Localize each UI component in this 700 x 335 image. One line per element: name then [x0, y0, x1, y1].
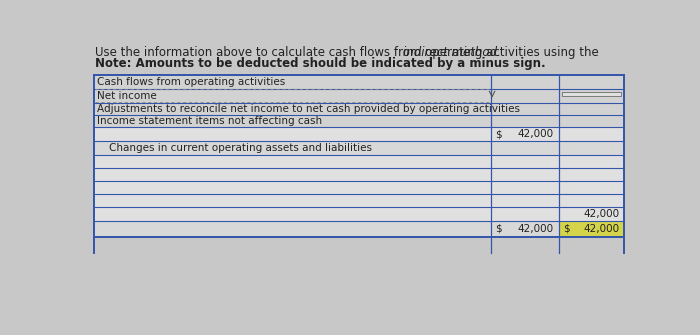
- Bar: [94, 127, 624, 141]
- Text: 42,000: 42,000: [518, 224, 554, 234]
- Text: 42,000: 42,000: [583, 224, 619, 234]
- Bar: [94, 155, 624, 168]
- Text: $: $: [495, 224, 502, 234]
- Bar: [94, 168, 624, 181]
- Text: $: $: [564, 224, 570, 234]
- Bar: [94, 207, 624, 221]
- Text: 42,000: 42,000: [583, 209, 619, 219]
- Text: Note: Amounts to be deducted should be indicated by a minus sign.: Note: Amounts to be deducted should be i…: [95, 57, 546, 70]
- Bar: [94, 103, 624, 115]
- Text: Adjustments to reconcile net income to net cash provided by operating activities: Adjustments to reconcile net income to n…: [97, 104, 520, 114]
- Bar: [94, 194, 624, 207]
- Bar: [94, 75, 624, 89]
- Bar: [94, 141, 624, 155]
- Text: Cash flows from operating activities: Cash flows from operating activities: [97, 77, 285, 87]
- Bar: [94, 221, 624, 237]
- Bar: [94, 89, 624, 103]
- Text: Income statement items not affecting cash: Income statement items not affecting cas…: [97, 116, 322, 126]
- Text: $: $: [495, 129, 502, 139]
- Text: Net income: Net income: [97, 91, 157, 100]
- Bar: [94, 115, 624, 127]
- Text: 42,000: 42,000: [518, 129, 554, 139]
- Bar: [559, 221, 624, 237]
- Text: Use the information above to calculate cash flows from operating activities usin: Use the information above to calculate c…: [95, 46, 603, 59]
- Bar: [94, 181, 624, 194]
- Text: Changes in current operating assets and liabilities: Changes in current operating assets and …: [109, 143, 372, 153]
- Bar: [562, 92, 621, 95]
- Text: indirect method.: indirect method.: [403, 46, 501, 59]
